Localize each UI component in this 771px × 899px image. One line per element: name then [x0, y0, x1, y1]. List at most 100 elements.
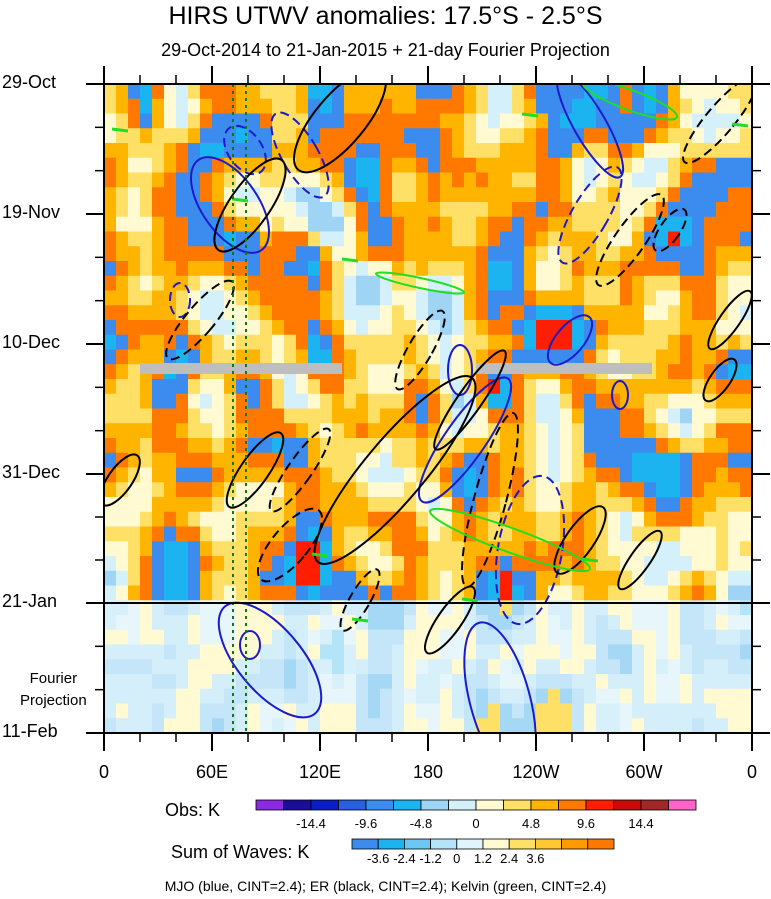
obs-legend-swatch	[475, 799, 504, 811]
heatmap-cell	[452, 305, 465, 321]
heatmap-cell	[236, 541, 249, 557]
heatmap-cell	[440, 526, 453, 542]
heatmap-cell	[404, 290, 417, 306]
heatmap-cell	[740, 615, 752, 631]
heatmap-cell	[728, 128, 741, 144]
heatmap-cell	[548, 438, 561, 454]
heatmap-cell	[140, 172, 153, 188]
heatmap-cell	[392, 216, 405, 233]
heatmap-cell	[140, 157, 153, 174]
heatmap-cell	[272, 261, 285, 277]
heatmap-cell	[440, 187, 453, 203]
heatmap-cell	[116, 674, 129, 690]
heatmap-cell	[332, 128, 345, 144]
heatmap-cell	[476, 187, 489, 203]
heatmap-cell	[188, 113, 201, 129]
heatmap-cell	[428, 674, 441, 690]
heatmap-cell	[572, 290, 585, 306]
heatmap-cell	[440, 98, 453, 115]
heatmap-cell	[188, 511, 201, 528]
heatmap-cell	[260, 84, 273, 100]
heatmap-cell	[416, 320, 429, 336]
heatmap-cell	[620, 452, 633, 469]
heatmap-cell	[704, 556, 717, 572]
heatmap-cell	[392, 482, 405, 498]
heatmap-cell	[536, 541, 549, 557]
heatmap-cell	[716, 541, 729, 557]
heatmap-cell	[584, 98, 597, 115]
heatmap-cell	[680, 393, 693, 410]
heatmap-cell	[368, 187, 381, 203]
heatmap-cell	[104, 157, 117, 174]
heatmap-cell	[500, 172, 513, 188]
heatmap-cell	[248, 157, 261, 174]
heatmap-cell	[656, 157, 669, 174]
heatmap-cell	[548, 497, 561, 513]
heatmap-cell	[476, 143, 489, 159]
heatmap-cell	[548, 334, 561, 351]
heatmap-cell	[248, 497, 261, 513]
heatmap-cell	[176, 379, 189, 395]
heatmap-cell	[716, 98, 729, 115]
heatmap-cell	[536, 275, 549, 292]
heatmap-cell	[224, 113, 237, 129]
er-contour	[268, 427, 332, 513]
heatmap-cell	[536, 393, 549, 410]
heatmap-cell	[548, 600, 561, 616]
heatmap-cell	[320, 202, 333, 218]
heatmap-cell	[152, 305, 165, 321]
heatmap-cell	[116, 718, 129, 733]
heatmap-cell	[632, 290, 645, 306]
heatmap-cell	[284, 570, 297, 587]
heatmap-cell	[140, 423, 153, 439]
heatmap-cell	[560, 320, 573, 336]
heatmap-cell	[176, 482, 189, 498]
heatmap-cell	[296, 393, 309, 410]
heatmap-cell	[596, 644, 609, 660]
heatmap-cell	[572, 261, 585, 277]
heatmap-cell	[500, 452, 513, 469]
heatmap-cell	[716, 452, 729, 469]
heatmap-cell	[284, 305, 297, 321]
heatmap-cell	[572, 84, 585, 100]
heatmap-cell	[524, 334, 537, 351]
heatmap-cell	[728, 231, 741, 247]
heatmap-cell	[344, 423, 357, 439]
heatmap-cell	[692, 187, 705, 203]
heatmap-cell	[656, 659, 669, 675]
heatmap-cell	[716, 128, 729, 144]
heatmap-cell	[524, 408, 537, 424]
heatmap-cell	[644, 452, 657, 469]
heatmap-cell	[656, 629, 669, 646]
heatmap-cell	[596, 231, 609, 247]
heatmap-cell	[548, 275, 561, 292]
heatmap-cell	[152, 644, 165, 660]
mjo-contour	[239, 630, 261, 660]
heatmap-cell	[584, 482, 597, 498]
heatmap-cell	[236, 585, 249, 601]
heatmap-cell	[560, 674, 573, 690]
er-contour	[461, 411, 519, 589]
heatmap-cell	[716, 172, 729, 188]
heatmap-cell	[296, 379, 309, 395]
heatmap-cell	[584, 674, 597, 690]
heatmap-cell	[584, 718, 597, 733]
heatmap-cell	[392, 246, 405, 262]
heatmap-cell	[404, 629, 417, 646]
heatmap-cell	[488, 482, 501, 498]
heatmap-cell	[656, 644, 669, 660]
heatmap-cell	[260, 482, 273, 498]
heatmap-cell	[188, 320, 201, 336]
heatmap-cell	[284, 585, 297, 601]
heatmap-cell	[524, 511, 537, 528]
heatmap-cell	[740, 364, 752, 380]
heatmap-cell	[728, 187, 741, 203]
heatmap-cell	[608, 423, 621, 439]
heatmap-cell	[404, 467, 417, 483]
heatmap-cell	[596, 157, 609, 174]
heatmap-cell	[656, 275, 669, 292]
heatmap-cell	[308, 305, 321, 321]
heatmap-cell	[164, 718, 177, 733]
heatmap-cell	[632, 482, 645, 498]
heatmap-cell	[116, 629, 129, 646]
